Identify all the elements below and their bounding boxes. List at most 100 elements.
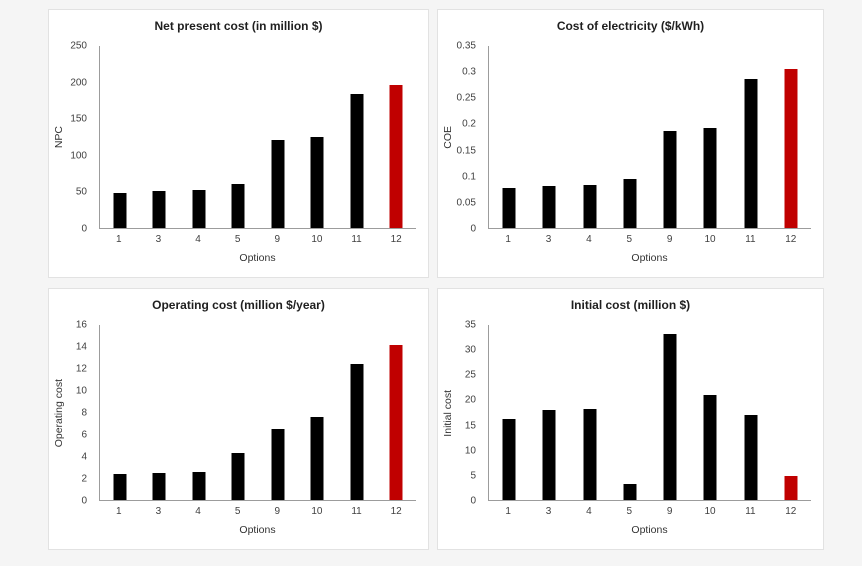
x-tick-label: 12 [390,234,402,245]
y-tick-label: 25 [464,369,476,381]
bar-option-5 [231,183,245,228]
x-tick-label: 3 [545,234,552,245]
x-axis-ticks: 1 3 4 5 9 10 11 12 [99,234,416,247]
bar-option-11 [744,415,758,500]
y-tick-label: 5 [470,470,476,482]
y-tick-label: 0.2 [462,118,476,130]
plot-area [99,46,416,229]
y-tick-label: 150 [70,113,87,125]
x-tick-label: 3 [155,506,162,517]
x-axis-ticks: 1 3 4 5 9 10 11 12 [488,234,811,247]
y-tick-label: 20 [464,394,476,406]
bar-option-9 [271,139,285,228]
x-tick-label: 9 [274,234,281,245]
x-tick-label: 11 [745,234,756,245]
bar-option-12 [784,476,798,500]
y-axis-ticks: 0 0.05 0.1 0.15 0.2 0.25 0.3 0.35 [438,41,482,235]
x-tick-label: 1 [116,234,122,245]
x-tick-label: 10 [704,506,716,517]
y-tick-label: 10 [75,385,87,397]
plot-area [488,46,811,229]
x-tick-label: 12 [390,506,402,517]
y-tick-label: 14 [75,341,87,353]
x-axis-ticks: 1 3 4 5 9 10 11 12 [488,506,811,519]
x-tick-label: 11 [351,234,362,245]
x-axis-title: Options [631,252,668,264]
y-tick-label: 0 [470,495,476,507]
y-tick-label: 0 [470,223,476,235]
chart-panel-npc: Net present cost (in million $) NPC 0 50 1… [48,9,429,278]
y-tick-label: 6 [81,429,87,441]
y-tick-label: 10 [464,445,476,457]
x-tick-label: 10 [311,234,323,245]
bar-option-10 [703,395,717,500]
bar-option-11 [350,94,364,228]
x-tick-label: 10 [311,506,323,517]
chart-panel-operating-cost: Operating cost (million $/year) Operatin… [48,288,429,550]
x-tick-label: 9 [274,506,281,517]
bar-option-5 [623,178,637,228]
bar-option-1 [502,188,516,228]
x-tick-label: 3 [155,234,162,245]
bar-option-11 [744,78,758,228]
bar-option-12 [784,68,798,228]
x-tick-label: 12 [785,506,797,517]
x-tick-label: 5 [234,234,241,245]
x-tick-label: 1 [505,506,511,517]
x-axis-title: Options [239,252,276,264]
y-tick-label: 0 [81,495,87,507]
y-tick-label: 0.3 [462,66,476,78]
y-axis-ticks: 0 2 4 6 8 10 12 14 16 [49,320,93,507]
bar-option-12 [389,85,403,228]
y-tick-label: 200 [70,77,87,89]
bar-option-3 [152,190,166,228]
x-tick-label: 4 [195,234,201,245]
bar-option-5 [623,484,637,500]
bar-option-1 [502,419,516,500]
y-tick-label: 250 [70,40,87,52]
x-tick-label: 4 [586,506,592,517]
bar-option-10 [310,416,324,500]
y-tick-label: 0.05 [456,197,476,209]
x-tick-label: 3 [545,506,552,517]
x-tick-label: 5 [626,506,633,517]
plot-area [488,325,811,501]
y-tick-label: 30 [464,344,476,356]
x-tick-label: 12 [785,234,797,245]
x-tick-label: 5 [234,506,241,517]
y-tick-label: 100 [70,150,87,162]
y-tick-label: 0.1 [462,171,476,183]
bar-option-1 [113,473,127,500]
y-tick-label: 15 [464,420,476,432]
x-axis-ticks: 1 3 4 5 9 10 11 12 [99,506,416,519]
bar-option-1 [113,193,127,228]
x-tick-label: 10 [704,234,716,245]
bar-option-5 [231,452,245,500]
y-tick-label: 4 [81,451,87,463]
chart-title: Operating cost (million $/year) [152,298,325,312]
x-tick-label: 9 [666,506,673,517]
x-axis-title: Options [239,524,276,536]
y-tick-label: 2 [81,473,87,485]
y-tick-label: 0 [81,223,87,235]
x-axis-title: Options [631,524,668,536]
bar-option-9 [271,428,285,500]
x-tick-label: 4 [195,506,201,517]
y-tick-label: 12 [75,363,87,375]
bar-option-10 [310,137,324,228]
x-tick-label: 1 [116,506,122,517]
chart-panel-coe: Cost of electricity ($/kWh) COE 0 0.05 0.1… [437,9,824,278]
y-tick-label: 35 [464,319,476,331]
x-tick-label: 5 [626,234,633,245]
x-tick-label: 1 [505,234,511,245]
chart-title: Initial cost (million $) [570,298,691,312]
y-axis-ticks: 0 50 100 150 200 250 [49,41,93,235]
x-tick-label: 11 [351,506,362,517]
y-axis-ticks: 0 5 10 15 20 25 30 35 [438,320,482,507]
x-tick-label: 4 [586,234,592,245]
y-tick-label: 50 [75,186,87,198]
bar-option-3 [542,410,556,500]
y-tick-label: 0.35 [456,40,476,52]
